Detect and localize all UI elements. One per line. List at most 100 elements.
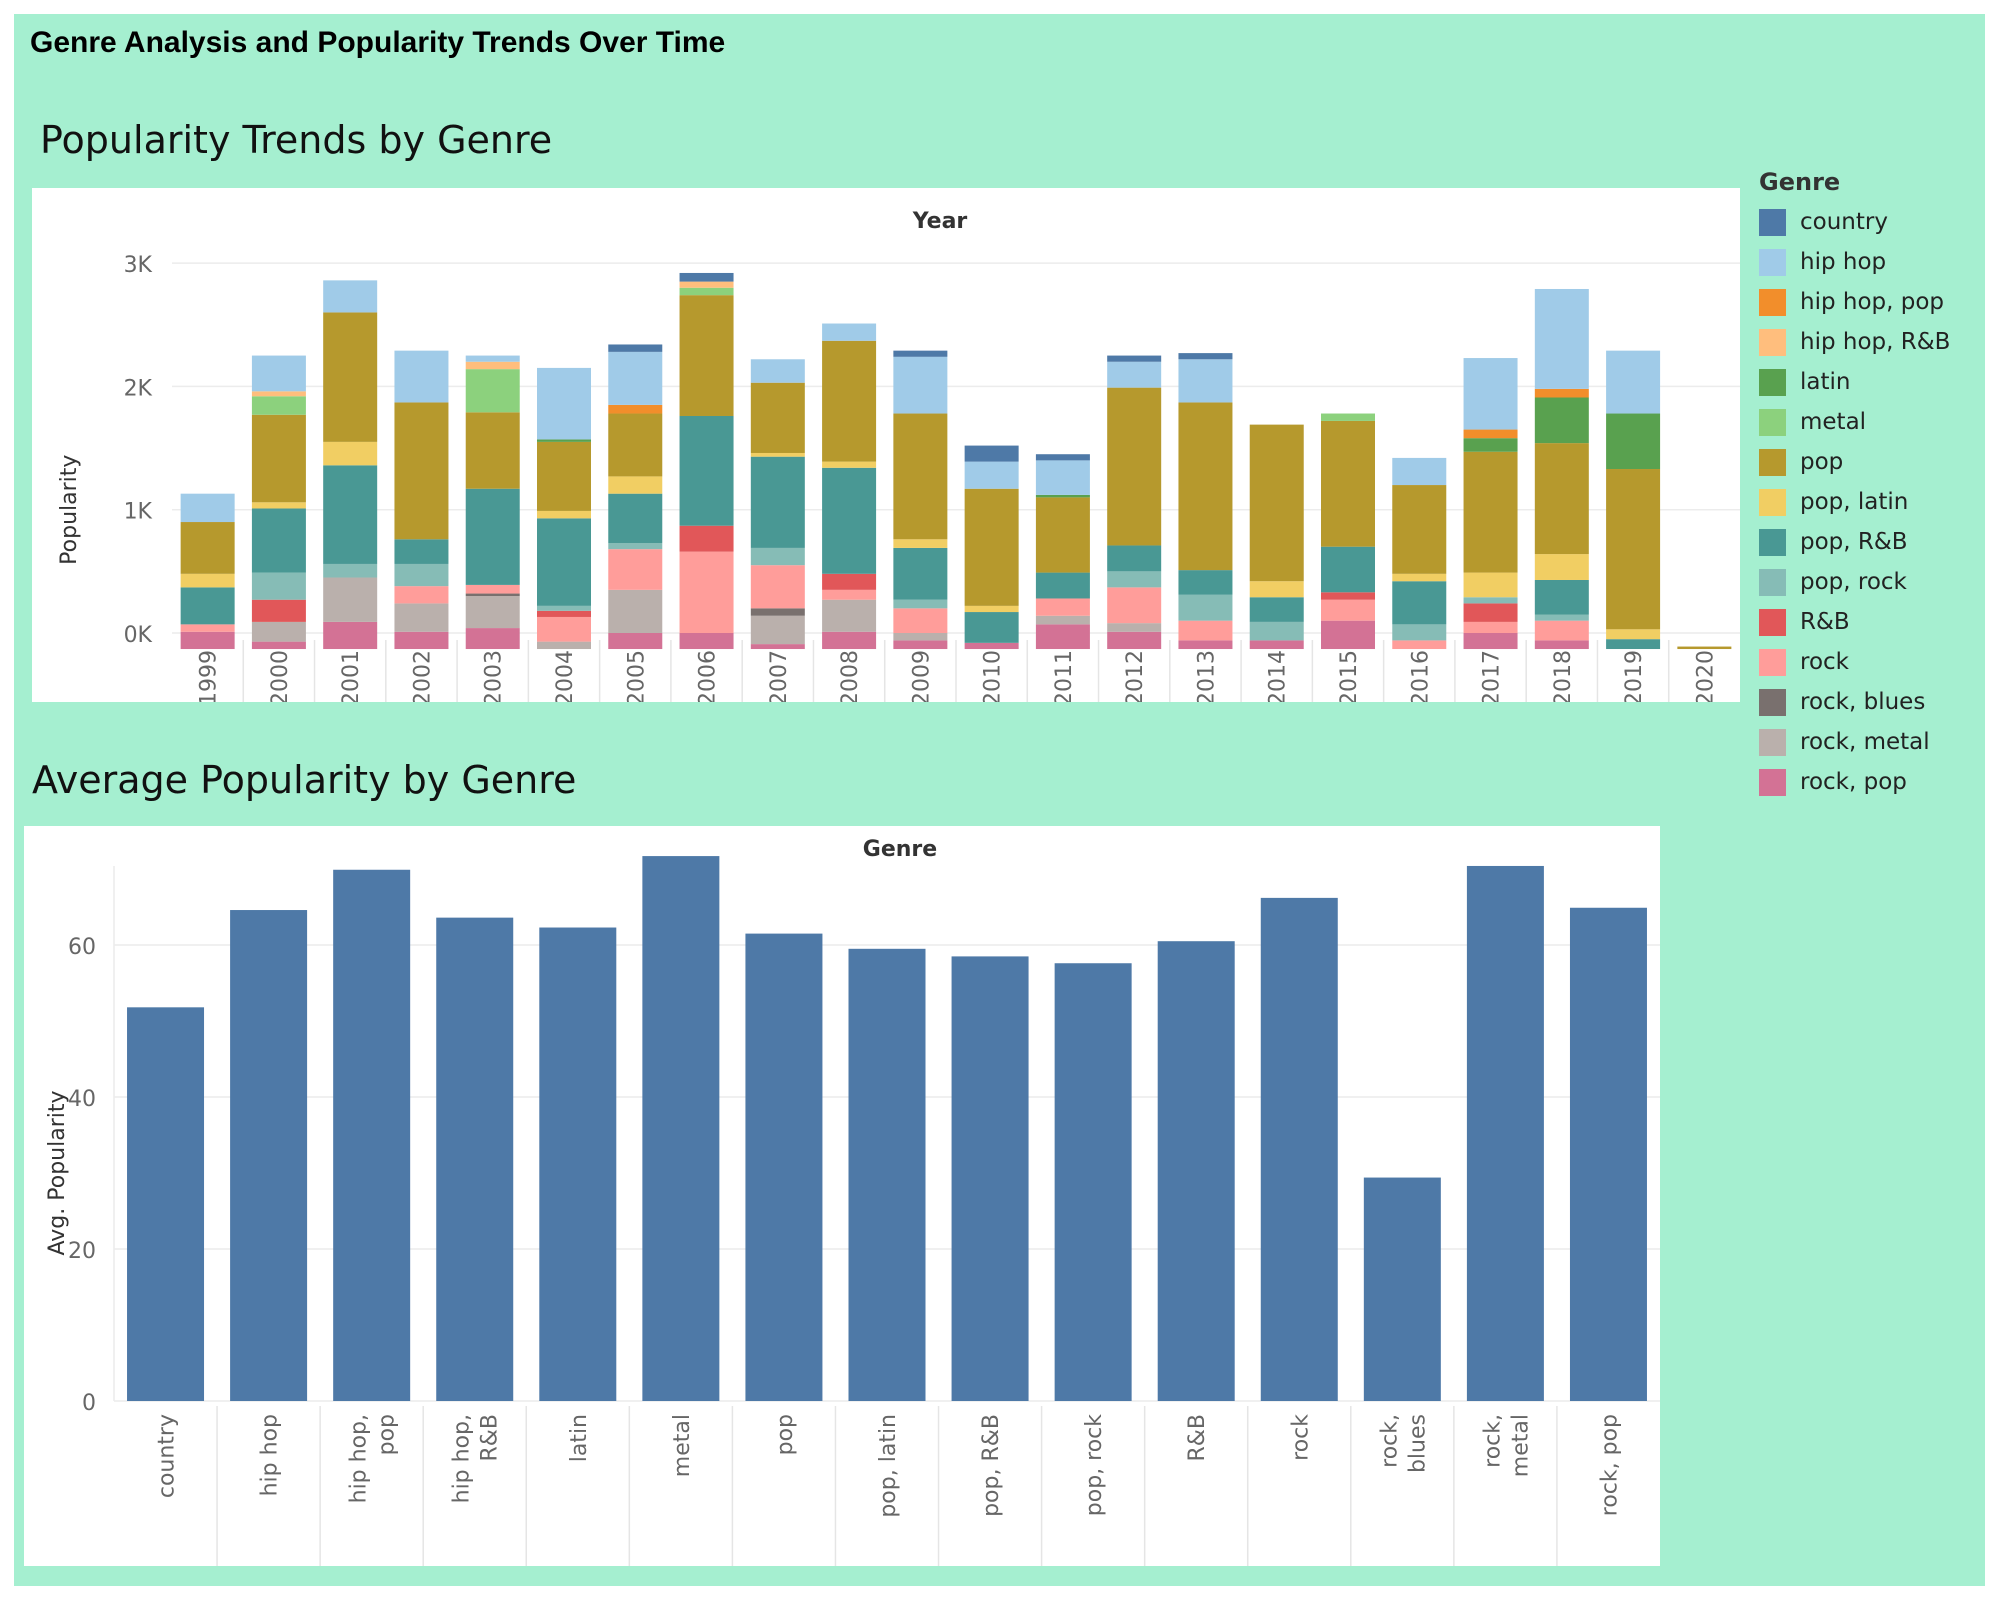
x-tick-label: 2011 — [1052, 650, 1077, 702]
bar-segment-rock-pop-2008 — [822, 631, 877, 650]
bar-segment-pop-randb-2008 — [822, 467, 877, 574]
bar-segment-pop-randb-2014 — [1249, 597, 1304, 622]
bar-segment-hip-hop-2011 — [1035, 460, 1090, 495]
bar-segment-rock-pop-2007 — [750, 644, 805, 650]
bar-segment-latin-2004 — [537, 439, 591, 442]
bar-segment-country-2010 — [964, 445, 1019, 462]
x-tick-label: 2005 — [624, 650, 649, 702]
bar-segment-hip-hop-2013 — [1178, 359, 1233, 403]
y-tick-label: 60 — [68, 935, 96, 960]
bar-segment-pop-2002 — [394, 402, 449, 540]
bar-segment-rock-1999 — [180, 624, 235, 632]
bar-segment-hip-hop-2000 — [251, 355, 306, 392]
bar-segment-rock-pop-2001 — [323, 621, 378, 650]
bar-segment-rock-metal-2001 — [323, 577, 378, 622]
legend-item-randb[interactable]: R&B — [1759, 602, 1989, 642]
x-tick-label: pop, latin — [876, 1414, 901, 1518]
x-tick-label: rock, — [1377, 1414, 1402, 1468]
x-axis-title: Genre — [863, 837, 937, 862]
bar-segment-rock-2011 — [1035, 598, 1090, 616]
legend-label: hip hop, pop — [1800, 289, 1945, 315]
bar-segment-hip-hop-2003 — [465, 355, 520, 362]
bar-segment-rock-2003 — [465, 584, 520, 594]
legend-item-pop-randb[interactable]: pop, R&B — [1759, 522, 1989, 562]
bar-segment-hip-hop-2010 — [964, 461, 1019, 489]
x-tick-label: latin — [567, 1414, 592, 1462]
bar-segment-hip-hop-2001 — [323, 280, 378, 313]
x-tick-label: 2016 — [1408, 650, 1433, 702]
bar-segment-pop-randb-2015 — [1321, 546, 1375, 593]
y-tick-label: 20 — [68, 1239, 96, 1264]
legend-item-hip-hop-pop[interactable]: hip hop, pop — [1759, 282, 1989, 322]
bar-segment-pop-latin-2016 — [1392, 573, 1447, 582]
bar-segment-latin-2011 — [1035, 494, 1090, 498]
bar-segment-hip-hop-2002 — [394, 350, 449, 403]
bar-rock — [1260, 897, 1338, 1401]
bar-segment-rock-pop-2005 — [608, 633, 663, 650]
legend-label: hip hop, R&B — [1800, 329, 1951, 355]
legend-item-rock-blues[interactable]: rock, blues — [1759, 682, 1989, 722]
bar-segment-rock-metal-2007 — [750, 615, 805, 645]
bar-segment-pop-rock-2013 — [1178, 594, 1233, 621]
bar-segment-rock-pop-2018 — [1534, 640, 1589, 650]
legend-label: hip hop — [1800, 249, 1887, 275]
legend-item-pop-latin[interactable]: pop, latin — [1759, 482, 1989, 522]
bar-segment-rock-2016 — [1392, 640, 1447, 650]
bar-segment-pop-latin-2000 — [251, 502, 306, 509]
bar-segment-pop-rock-2007 — [750, 547, 805, 566]
legend-swatch — [1759, 328, 1786, 356]
bar-segment-rock-metal-2012 — [1107, 623, 1162, 632]
legend-label: R&B — [1800, 609, 1850, 635]
bar-segment-pop-randb-2001 — [323, 465, 378, 564]
bar-segment-rock-2012 — [1107, 587, 1162, 624]
bar-segment-rock-pop-2013 — [1178, 640, 1233, 650]
legend-item-hip-hop-randb[interactable]: hip hop, R&B — [1759, 322, 1989, 362]
legend-item-pop[interactable]: pop — [1759, 442, 1989, 482]
bar-segment-pop-2015 — [1321, 420, 1375, 547]
bar-segment-rock-metal-2005 — [608, 589, 663, 633]
legend-title: Genre — [1759, 168, 1841, 196]
bar-segment-rock-metal-2003 — [465, 596, 520, 629]
bar-segment-country-2009 — [893, 350, 948, 357]
bar-segment-rock-blues-2003 — [465, 593, 520, 597]
legend-label: country — [1800, 209, 1888, 235]
bar-segment-hip-hop-2008 — [822, 323, 877, 341]
legend-item-latin[interactable]: latin — [1759, 362, 1989, 402]
x-tick-label: 2013 — [1194, 650, 1219, 702]
bar-segment-rock-pop-1999 — [180, 631, 235, 650]
legend-item-rock[interactable]: rock — [1759, 642, 1989, 682]
legend-item-metal[interactable]: metal — [1759, 402, 1989, 442]
bar-segment-pop-2013 — [1178, 402, 1233, 571]
bar-segment-metal-2003 — [465, 369, 520, 413]
bar-segment-hip-hop-pop-2018 — [1534, 388, 1589, 398]
x-tick-label: 2010 — [981, 650, 1006, 702]
legend-swatch — [1759, 248, 1786, 276]
legend-item-rock-pop[interactable]: rock, pop — [1759, 762, 1989, 802]
dashboard-title: Genre Analysis and Popularity Trends Ove… — [30, 26, 726, 59]
legend-label: rock, blues — [1800, 689, 1926, 715]
bar-rock-pop — [1569, 907, 1647, 1401]
bar-segment-rock-metal-2002 — [394, 603, 449, 632]
bar-segment-latin-2018 — [1534, 397, 1589, 444]
bar-segment-pop-randb-2016 — [1392, 581, 1447, 625]
legend-item-hip-hop[interactable]: hip hop — [1759, 242, 1989, 282]
bar-hip-hop — [230, 910, 308, 1401]
legend-item-pop-rock[interactable]: pop, rock — [1759, 562, 1989, 602]
bar-pop — [745, 933, 823, 1401]
x-tick-label: hip hop, — [347, 1414, 372, 1503]
bar-segment-rock-2015 — [1321, 599, 1375, 621]
legend-item-country[interactable]: country — [1759, 202, 1989, 242]
bar-segment-randb-2008 — [822, 573, 877, 590]
bar-segment-pop-latin-2019 — [1606, 629, 1661, 640]
x-tick-label: rock, — [1480, 1414, 1505, 1468]
bar-segment-hip-hop-2016 — [1392, 457, 1447, 486]
x-tick-label: 2014 — [1266, 650, 1291, 702]
bar-segment-pop-rock-2018 — [1534, 614, 1589, 621]
bar-segment-pop-randb-2002 — [394, 539, 449, 564]
bar-segment-pop-rock-2004 — [537, 605, 591, 611]
bar-segment-rock-pop-2006 — [679, 633, 734, 650]
bar-segment-country-2012 — [1107, 355, 1162, 362]
x-tick-label: 2003 — [482, 650, 507, 702]
x-tick-label: 2006 — [696, 650, 721, 702]
legend-item-rock-metal[interactable]: rock, metal — [1759, 722, 1989, 762]
